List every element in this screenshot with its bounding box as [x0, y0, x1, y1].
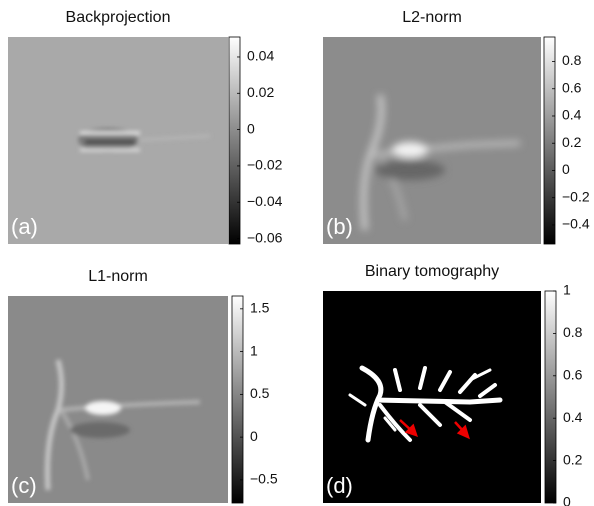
image-b [323, 37, 541, 244]
colorbar-tick-label: −0.5 [250, 471, 278, 487]
colorbar-tick-label: 0.8 [563, 324, 583, 340]
colorbar-tick-label: 0 [563, 494, 571, 506]
colorbar [232, 296, 243, 503]
panel-label: (a) [11, 214, 38, 239]
panel-label: (c) [11, 473, 37, 498]
colorbar-tick-label: 0.2 [563, 451, 583, 467]
colorbar-tick-label: −0.02 [247, 157, 283, 173]
colorbar-tick-label: 1 [250, 342, 258, 358]
colorbar [229, 37, 240, 244]
colorbar-tick-label: −0.4 [562, 216, 590, 232]
image-a [8, 37, 228, 244]
colorbar-tick-label: 0 [250, 428, 258, 444]
image-c [8, 296, 228, 503]
colorbar-tick-label: 0.04 [247, 48, 274, 64]
colorbar-tick-label: 0.8 [562, 52, 582, 68]
panel-title: Binary tomography [365, 263, 499, 280]
panel-title: L1-norm [88, 268, 148, 285]
colorbar-tick-label: −0.04 [247, 193, 283, 209]
image-d [323, 291, 541, 503]
colorbar-tick-label: 0.5 [250, 385, 270, 401]
colorbar-tick-label: 1 [563, 282, 571, 298]
panel-title: L2-norm [402, 9, 462, 26]
colorbar-tick-label: 0.4 [562, 107, 582, 123]
colorbar [544, 37, 555, 244]
colorbar-tick-label: 1.5 [250, 300, 270, 316]
panel-label: (d) [326, 473, 353, 498]
colorbar-tick-label: 0 [562, 161, 570, 177]
colorbar [545, 291, 556, 503]
colorbar-tick-label: −0.2 [562, 188, 590, 204]
panel-title: Backprojection [66, 9, 171, 26]
colorbar-tick-label: 0.2 [562, 134, 582, 150]
colorbar-tick-label: 0.02 [247, 84, 274, 100]
panel-label: (b) [326, 214, 353, 239]
colorbar-tick-label: 0.4 [563, 409, 583, 425]
figure: Backprojection (a) −0.06 −0.04 −0.02 0 0.02 0.0… [0, 0, 594, 506]
colorbar-tick-label: 0.6 [563, 367, 583, 383]
colorbar-tick-label: 0 [247, 120, 255, 136]
colorbar-tick-label: 0.6 [562, 79, 582, 95]
colorbar-tick-label: −0.06 [247, 229, 283, 245]
